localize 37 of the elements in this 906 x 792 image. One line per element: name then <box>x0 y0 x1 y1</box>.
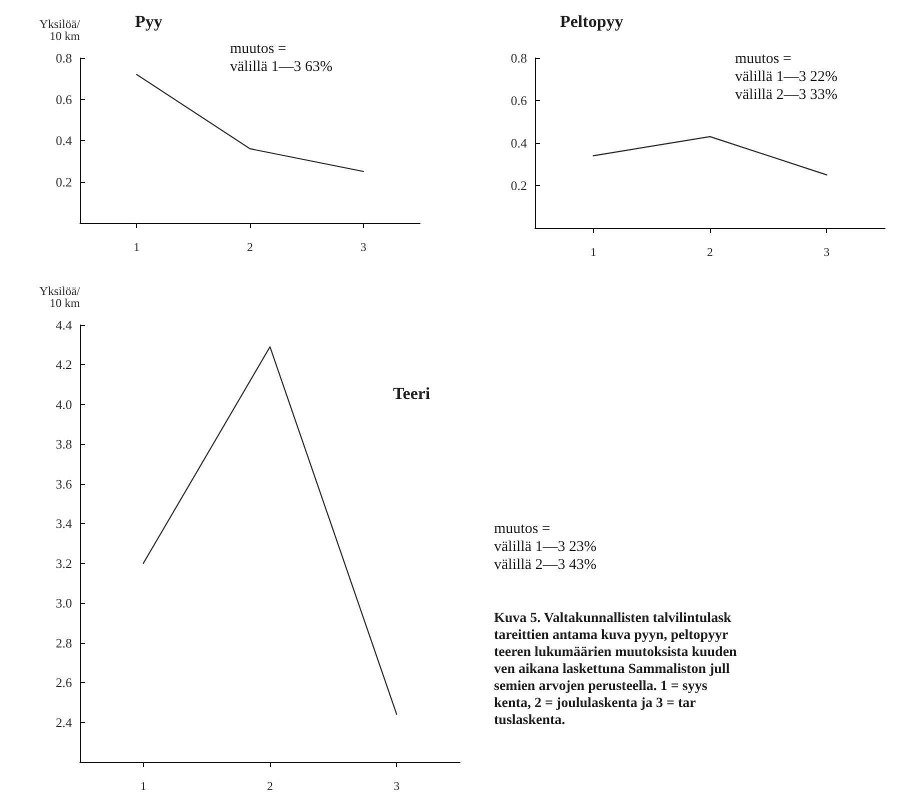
y-tick-label: 2.4 <box>56 714 72 730</box>
y-tick-label: 4.4 <box>56 318 72 332</box>
x-tick-label: 3 <box>394 779 400 792</box>
y-tick-label: 2.8 <box>56 635 72 650</box>
chart-title: Pyy <box>135 12 163 31</box>
y-tick-label: 0.8 <box>56 50 72 66</box>
x-tick-label: 2 <box>247 240 253 254</box>
x-tick-label: 3 <box>824 245 830 259</box>
x-tick-label: 1 <box>140 779 146 792</box>
y-tick-label: 3.4 <box>56 516 72 532</box>
y-axis-title: Yksilöä/ 10 km <box>39 17 81 43</box>
text: muutos = välillä 1—3 23% välillä 2—3 43% <box>494 521 596 573</box>
y-tick-label: 3.8 <box>56 436 72 452</box>
text: Teeri <box>393 384 430 403</box>
y-tick-label: 2.6 <box>56 675 72 690</box>
y-tick-label: 0.6 <box>56 92 72 107</box>
x-tick-label: 3 <box>360 240 366 254</box>
y-tick-label: 0.4 <box>510 136 528 150</box>
y-tick-label: 3.2 <box>56 556 72 571</box>
y-tick-label: 0.4 <box>56 133 72 148</box>
x-tick-label: 2 <box>267 779 273 792</box>
y-axis-title: Yksilöä/ 10 km <box>39 284 81 310</box>
annotation: muutos = välillä 1—3 63% <box>230 41 332 75</box>
text: Kuva 5. Valtakunnallisten talvilintulask tareittien antama kuva pyyn, peltopyyr teeren lukumäärien muutoksista kuuden ven aikana laskettuna Sammaliston jull semien arvojen perusteella. 1 = syys kenta, 2 = joululaskenta ja 3 = tar tuslaskenta. <box>494 611 738 728</box>
y-tick-label: 0.2 <box>56 174 72 190</box>
x-tick-label: 1 <box>134 240 140 254</box>
y-tick-label: 3.0 <box>56 596 72 611</box>
chart-title: Peltopyy <box>560 12 624 31</box>
x-tick-label: 2 <box>707 245 713 259</box>
y-tick-label: 0.2 <box>510 178 527 193</box>
y-tick-label: 4.2 <box>56 357 72 372</box>
y-tick-label: 0.6 <box>510 93 528 108</box>
annotation: muutos = välillä 1—3 22% välillä 2—3 33% <box>735 51 838 103</box>
y-tick-label: 0.8 <box>510 50 527 66</box>
y-tick-label: 4.0 <box>56 396 72 412</box>
y-tick-label: 3.6 <box>56 476 72 492</box>
x-tick-label: 1 <box>590 245 596 259</box>
